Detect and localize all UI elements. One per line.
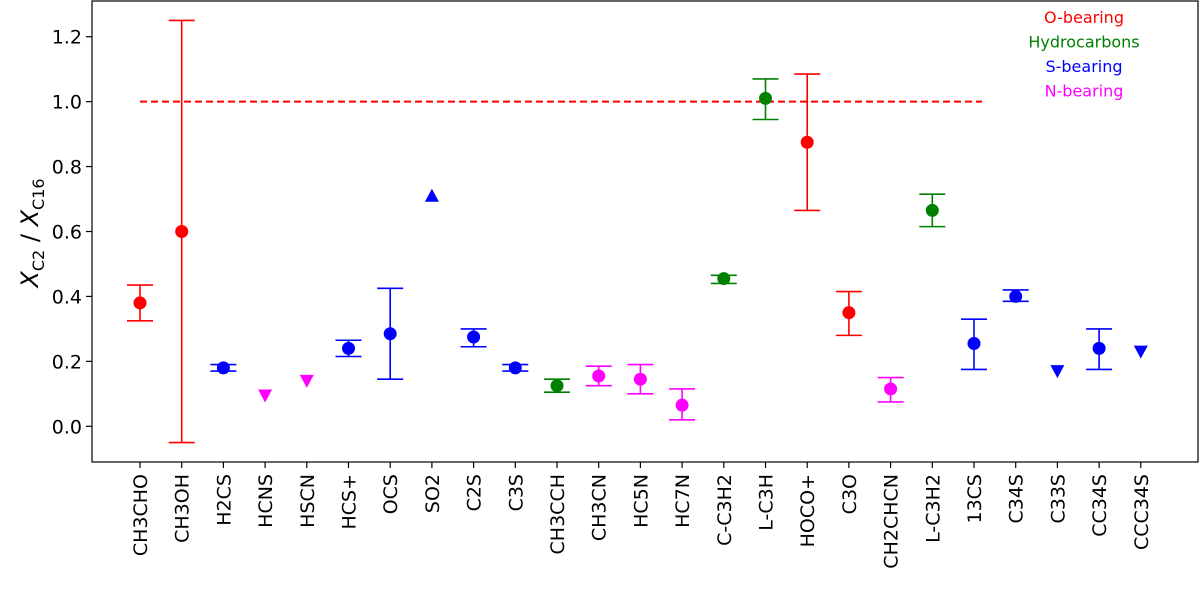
x-tick-label: C-C3H2 [714,474,736,546]
x-tick-label: C3S [505,474,527,511]
x-tick-label: HCS+ [339,474,361,530]
legend: O-bearing Hydrocarbons S-bearing N-bearing [1028,8,1139,101]
y-tick-label: 0.8 [52,157,82,179]
x-tick-label: L-C3H2 [922,474,944,543]
x-tick-label: CH2CHCN [881,474,903,569]
x-tick-label: CH3CCH [547,474,569,554]
x-tick-label: HC7N [672,474,694,528]
data-point-c2s [460,328,487,348]
data-point-so2 [424,188,439,202]
data-point-c-c3h2 [710,272,737,286]
data-point-ch3cch [544,378,570,394]
data-point-hscn [299,374,314,388]
marker-circle [675,398,689,412]
x-tick-label: C33S [1047,474,1069,524]
x-tick-label: HOCO+ [797,474,819,547]
marker-circle [633,372,647,386]
data-point-hcns [258,389,273,403]
y-tick-label: 0.6 [52,222,82,244]
plot-frame [91,0,1199,463]
data-point-hc7n [669,388,696,421]
marker-circle [342,341,355,355]
data-point-cc34s [1086,328,1113,371]
data-point-hoco- [794,73,821,212]
x-tick-label: L-C3H [756,474,778,531]
x-tick-label: HSCN [297,474,319,528]
x-tick-label: CH3CN [589,474,611,541]
marker-circle [759,91,772,105]
data-point-ch3cn [585,365,612,387]
marker-circle [133,296,147,310]
data-point-c3s [502,361,529,375]
data-point-ch3oh [168,19,195,444]
data-point-h2cs [210,361,237,375]
x-tick-label: HC5N [630,474,652,528]
data-point-ocs [377,287,404,381]
data-point-l-c3h2 [919,193,946,228]
marker-circle [925,203,939,217]
marker-circle [1009,289,1023,303]
y-tick-label: 0.2 [52,351,82,373]
x-tick-label: C2S [464,474,486,511]
x-tick-label: CH3OH [172,474,194,543]
y-tick-label: 0.4 [52,286,82,308]
x-tick-label: CC34S [1089,474,1111,537]
y-tick-label: 0.0 [52,416,82,438]
x-tick-label: CCC34S [1131,474,1153,550]
marker-triangle-down [1050,365,1065,379]
plot-area [91,0,1199,463]
data-point-c3o [835,290,862,337]
x-axis: CH3CHO CH3OH H2CS HCNS HSCN HCS+ OCS SO2 C2S C3S C… [130,462,1153,569]
marker-circle [175,225,189,238]
legend-entry-s-bearing: S-bearing [1045,57,1122,76]
x-tick-label: SO2 [422,474,444,513]
marker-circle [383,327,397,341]
x-tick-label: H2CS [213,474,235,526]
x-tick-label: C34S [1006,474,1028,524]
data-point-ch2chcn [877,376,904,403]
marker-circle [884,382,898,396]
x-tick-label: HCNS [255,474,277,528]
marker-triangle-down [258,389,273,403]
x-tick-label: OCS [380,474,402,514]
data-point-l-c3h [752,78,779,121]
marker-circle [967,337,981,351]
marker-circle [717,272,731,286]
x-tick-label: 13CS [964,474,986,524]
y-axis-label: XC2 / XC16 [16,178,48,289]
marker-circle [800,135,814,149]
marker-circle [508,361,522,375]
data-point-c33s [1050,365,1065,379]
legend-entry-hydrocarbons: Hydrocarbons [1028,33,1139,52]
marker-circle [550,379,564,393]
y-tick-label: 1.0 [52,92,82,114]
y-axis: 0.0 0.2 0.4 0.6 0.8 1.0 1.2 [52,27,92,438]
data-point-ccc34s [1133,345,1148,359]
data-point-ch3cho [127,284,153,322]
marker-circle [467,330,481,344]
data-point-hc5n [627,363,654,395]
marker-triangle-down [299,374,314,388]
marker-circle [592,369,606,383]
x-tick-label: CH3CHO [130,474,152,556]
y-tick-label: 1.2 [52,27,82,49]
data-point-c34s [1002,289,1029,303]
marker-circle [216,361,230,375]
marker-triangle-down [1133,345,1148,359]
data-point-13cs [961,318,987,371]
legend-entry-o-bearing: O-bearing [1044,8,1124,27]
marker-triangle-up [424,188,439,202]
marker-circle [1092,341,1106,355]
legend-entry-n-bearing: N-bearing [1045,82,1124,101]
data-point-hcs- [335,339,362,358]
x-tick-label: C3O [839,474,861,514]
marker-circle [842,306,856,320]
